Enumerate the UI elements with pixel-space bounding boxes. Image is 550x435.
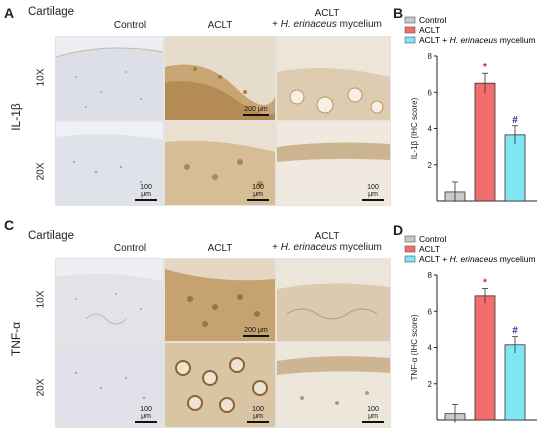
legend-b-item-2: ACLT + H. erinaceus mycelium: [419, 35, 536, 45]
chart-b-bar-1: [474, 82, 496, 202]
scale-bar-a-control-20x: 100 μm: [135, 184, 157, 201]
chart-d-ytick-label-6: 6: [428, 307, 433, 316]
legend-d-item-2: ACLT + H. erinaceus mycelium: [419, 254, 536, 264]
micrograph-c-control-20x: 100 μm: [55, 342, 164, 428]
col-line2-suffix: mycelium: [336, 19, 382, 30]
chart-d-ytick-label-2: 2: [428, 380, 433, 389]
marker-label-c: TNF-α: [9, 321, 23, 357]
legend-b-swatch-2: [404, 36, 416, 44]
col-header-aclt-a: ACLT: [207, 20, 233, 31]
col-line2-italic: H. erinaceus: [280, 242, 337, 253]
chart-d-ytick-label-8: 8: [428, 271, 433, 280]
panel-label-c: C: [4, 217, 15, 233]
chart-d-bar-1: [474, 295, 496, 421]
col-header-treatment-line1: ACLT: [314, 231, 340, 242]
col-header-treatment-line2: + H. erinaceus mycelium: [272, 19, 382, 30]
micrograph-c-aclt-10x: 200 μm: [164, 258, 276, 342]
micrograph-a-treat-10x: [276, 36, 391, 121]
scale-bar-a-treat-20x: 100 μm: [362, 184, 384, 201]
scale-bar-text: 100 μm: [140, 406, 152, 420]
chart-b-plot: 2 4 6 8 IL-1β (IHC score) * #: [410, 52, 537, 202]
marker-label-a: IL-1β: [9, 103, 23, 131]
scale-bar-c-aclt-20x: 100 μm: [247, 406, 269, 423]
panel-label-d: D: [393, 222, 404, 238]
scale-bar-text: 100 μm: [252, 406, 264, 420]
panel-label-b: B: [393, 5, 404, 21]
legend-b: Control ACLT ACLT + H. erinaceus myceliu…: [404, 15, 536, 45]
legend-b-item-1: ACLT: [419, 25, 440, 35]
legend-d-swatch-2: [404, 255, 416, 263]
micrograph-a-aclt-10x: 200 μm: [164, 36, 276, 121]
col-header-treatment-line2: + H. erinaceus mycelium: [272, 242, 382, 253]
col-header-treatment-c: ACLT + H. erinaceus mycelium: [272, 231, 382, 253]
legend-d-item-1: ACLT: [419, 244, 440, 254]
micrograph-a-aclt-20x: 100 μm: [164, 121, 276, 206]
row-label-10x-c: 10X: [35, 290, 47, 309]
row-label-20x-a: 20X: [35, 162, 47, 181]
col-header-treatment-line1: ACLT: [314, 8, 340, 19]
chart-d-sig-1: *: [483, 278, 487, 289]
scale-bar-text: 100 μm: [252, 184, 264, 198]
col-line2-suffix: mycelium: [336, 242, 382, 253]
chart-b-sig-2: #: [512, 115, 518, 126]
scale-bar-text: 100 μm: [367, 406, 379, 420]
chart-b-ytick-label-4: 4: [428, 125, 433, 134]
legend-d-item-0: Control: [419, 234, 447, 244]
chart-b-ytick-label-6: 6: [428, 88, 433, 97]
micrograph-a-control-10x: [55, 36, 164, 121]
col-header-control-c: Control: [113, 243, 147, 254]
micrograph-a-control-20x: 100 μm: [55, 121, 164, 206]
micrograph-c-treat-10x: [276, 258, 391, 342]
chart-d-ylabel: TNF-α (IHC score): [410, 314, 419, 380]
scale-bar-a-aclt-10x: 200 μm: [243, 106, 269, 116]
chart-b: Control ACLT ACLT + H. erinaceus myceliu…: [404, 15, 537, 202]
scale-bar-c-control-20x: 100 μm: [135, 406, 157, 423]
legend-d-swatch-1: [404, 245, 416, 253]
legend-b-swatch-1: [404, 26, 416, 34]
scale-bar-a-aclt-20x: 100 μm: [247, 184, 269, 201]
micrograph-c-treat-20x: 100 μm: [276, 342, 391, 428]
row-label-10x-a: 10X: [35, 68, 47, 87]
legend-b-item-0: Control: [419, 15, 447, 25]
chart-d-plot: 2 4 6 8 TNF-α (IHC score) * #: [410, 271, 537, 423]
chart-d-ytick-label-4: 4: [428, 344, 433, 353]
chart-b-ylabel: IL-1β (IHC score): [410, 97, 419, 159]
chart-b-ytick-label-8: 8: [428, 52, 433, 61]
chart-d-sig-2: #: [512, 326, 518, 337]
col-header-control-a: Control: [113, 20, 147, 31]
row-label-20x-c: 20X: [35, 378, 47, 397]
chart-b-bar-2: [504, 134, 526, 202]
legend-d: Control ACLT ACLT + H. erinaceus myceliu…: [404, 234, 536, 264]
chart-b-ytick-label-2: 2: [428, 161, 433, 170]
chart-b-sig-1: *: [483, 62, 487, 73]
scale-bar-text: 100 μm: [367, 184, 379, 198]
micrograph-a-treat-20x: 100 μm: [276, 121, 391, 206]
col-header-treatment-a: ACLT + H. erinaceus mycelium: [272, 8, 382, 30]
scale-bar-text: 100 μm: [140, 184, 152, 198]
scale-bar-text: 200 μm: [244, 106, 268, 113]
col-line2-italic: H. erinaceus: [280, 19, 337, 30]
panel-label-a: A: [4, 5, 15, 21]
col-header-aclt-c: ACLT: [207, 243, 233, 254]
scale-bar-c-aclt-10x: 200 μm: [243, 327, 269, 337]
micrograph-c-aclt-20x: 100 μm: [164, 342, 276, 428]
scale-bar-text: 200 μm: [244, 327, 268, 334]
legend-d-swatch-0: [404, 235, 416, 243]
col-line2-prefix: +: [272, 19, 281, 30]
chart-d: Control ACLT ACLT + H. erinaceus myceliu…: [404, 234, 537, 423]
scale-bar-c-treat-20x: 100 μm: [362, 406, 384, 423]
legend-b-swatch-0: [404, 16, 416, 24]
chart-d-bar-2: [504, 344, 526, 421]
tissue-label-c: Cartilage: [28, 230, 75, 242]
col-line2-prefix: +: [272, 242, 281, 253]
tissue-label-a: Cartilage: [28, 6, 75, 18]
micrograph-c-control-10x: [55, 258, 164, 342]
